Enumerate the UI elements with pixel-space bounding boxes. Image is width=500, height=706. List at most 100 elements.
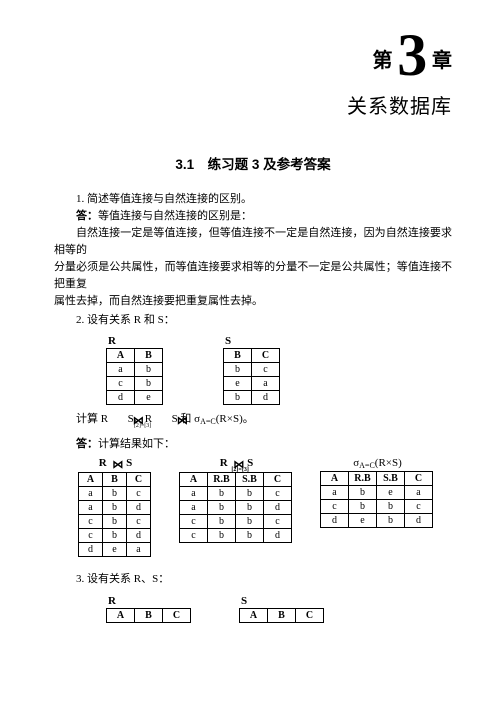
table-cell: b: [208, 515, 236, 529]
table-row: cbd: [79, 529, 151, 543]
table-cell: e: [103, 543, 127, 557]
table-cell: d: [127, 529, 151, 543]
table-cell: c: [180, 529, 208, 543]
table-cell: c: [264, 487, 292, 501]
res3-label: σA=C(R×S): [322, 457, 433, 470]
table-cell: c: [264, 515, 292, 529]
table-res2: AR.BS.BCabbcabbdcbbccbbd: [179, 472, 292, 543]
q3-title: 3. 设有关系 R、S：: [54, 571, 452, 588]
table-cell: d: [264, 501, 292, 515]
q1-line3: 分量必须是公共属性，而等值连接要求相等的分量不一定是公共属性；等值连接不把重复: [54, 259, 452, 293]
table-col-header: A: [321, 472, 349, 486]
ans-label-2: 答：: [76, 438, 98, 450]
q3-tables: R ABC S ABC: [54, 595, 452, 623]
table-cell: a: [127, 543, 151, 557]
table-cell: b: [103, 501, 127, 515]
table-res1: ABCabcabdcbccbddea: [78, 472, 151, 557]
table-col-header: C: [296, 608, 324, 622]
chapter-head: 第 3 章: [54, 28, 452, 82]
table-cell: c: [252, 363, 280, 377]
table-cell: a: [79, 501, 103, 515]
table-cell: c: [107, 377, 135, 391]
table-cell: b: [135, 377, 163, 391]
table-col-header: S.B: [377, 472, 405, 486]
table-cell: a: [180, 501, 208, 515]
table-col-header: C: [127, 473, 151, 487]
table-col-header: B: [135, 349, 163, 363]
natural-join-icon: ⋈[2]=[3]: [111, 413, 125, 430]
q1-line4: 属性去掉，而自然连接要把重复属性去掉。: [54, 293, 452, 310]
table-cell: b: [349, 486, 377, 500]
res3-block: σA=C(R×S) AR.BS.BCabeacbbcdebd: [320, 457, 433, 528]
q2-ans: 答：计算结果如下：: [54, 436, 452, 453]
table-col-header: R.B: [349, 472, 377, 486]
table-cell: b: [377, 514, 405, 528]
table-cell: a: [180, 487, 208, 501]
res1-label: R ⋈ S: [80, 457, 151, 471]
table-cell: e: [377, 486, 405, 500]
table-row: bc: [224, 363, 280, 377]
table-row: debd: [321, 514, 433, 528]
table-cell: b: [103, 529, 127, 543]
table-cell: d: [252, 391, 280, 405]
chapter-post: 章: [432, 50, 452, 72]
sigma-sub: A=C: [200, 417, 216, 426]
compute-pre: 计算 R: [76, 413, 108, 425]
page: 第 3 章 关系数据库 3.1 练习题 3 及参考答案 1. 简述等值连接与自然…: [0, 0, 500, 706]
table-cell: c: [180, 515, 208, 529]
res1-post: S: [126, 457, 132, 469]
table-row: cbbc: [321, 500, 433, 514]
table-cell: c: [79, 529, 103, 543]
table-row: ab: [107, 363, 163, 377]
join-icon: ⋈: [155, 413, 169, 430]
table-row: bd: [224, 391, 280, 405]
table-cell: b: [224, 391, 252, 405]
table-cell: d: [321, 514, 349, 528]
table-cell: a: [107, 363, 135, 377]
q2-tables-RS: R ABabcbde S BCbceabd: [54, 335, 452, 405]
table-row: ea: [224, 377, 280, 391]
table-col-header: B: [268, 608, 296, 622]
table-col-header: A: [107, 349, 135, 363]
table-cell: e: [349, 514, 377, 528]
chapter-title: 关系数据库: [54, 90, 452, 119]
table-row: cbc: [79, 515, 151, 529]
res3-sub: A=C: [359, 461, 375, 470]
q2-title: 2. 设有关系 R 和 S：: [54, 312, 452, 329]
q3-R-block: R ABC: [106, 595, 191, 623]
table-row: cbbd: [180, 529, 292, 543]
table-q3-R: ABC: [106, 608, 191, 623]
q1-line2: 自然连接一定是等值连接，但等值连接不一定是自然连接，因为自然连接要求相等的: [54, 225, 452, 259]
table-cell: c: [321, 500, 349, 514]
q1-ans-lead: 等值连接与自然连接的区别是：: [98, 210, 252, 222]
table-row: abc: [79, 487, 151, 501]
q3-R-label: R: [108, 595, 191, 607]
q3-S-label: S: [241, 595, 324, 607]
ans-label: 答：: [76, 210, 98, 222]
table-cell: c: [127, 487, 151, 501]
table-row: cbbc: [180, 515, 292, 529]
table-cell: e: [224, 377, 252, 391]
table-col-header: A: [79, 473, 103, 487]
table-S-label: S: [225, 335, 280, 347]
table-col-header: A: [180, 473, 208, 487]
res2-label: R ⋈[2]=[3] S: [181, 457, 292, 471]
table-R-label: R: [108, 335, 163, 347]
table-cell: c: [405, 500, 433, 514]
q1-title: 1. 简述等值连接与自然连接的区别。: [54, 191, 452, 208]
res1-pre: R: [99, 457, 107, 469]
table-row: cb: [107, 377, 163, 391]
table-cell: b: [135, 363, 163, 377]
table-R-block: R ABabcbde: [106, 335, 163, 405]
table-row: abbd: [180, 501, 292, 515]
join-icon-2: ⋈: [109, 458, 123, 471]
res3-arg: (R×S): [375, 457, 402, 469]
table-q3-S: ABC: [239, 608, 324, 623]
table-row: abd: [79, 501, 151, 515]
table-cell: d: [79, 543, 103, 557]
table-cell: a: [252, 377, 280, 391]
table-cell: b: [377, 500, 405, 514]
table-cell: b: [349, 500, 377, 514]
table-res3: AR.BS.BCabeacbbcdebd: [320, 471, 433, 528]
table-row: de: [107, 391, 163, 405]
